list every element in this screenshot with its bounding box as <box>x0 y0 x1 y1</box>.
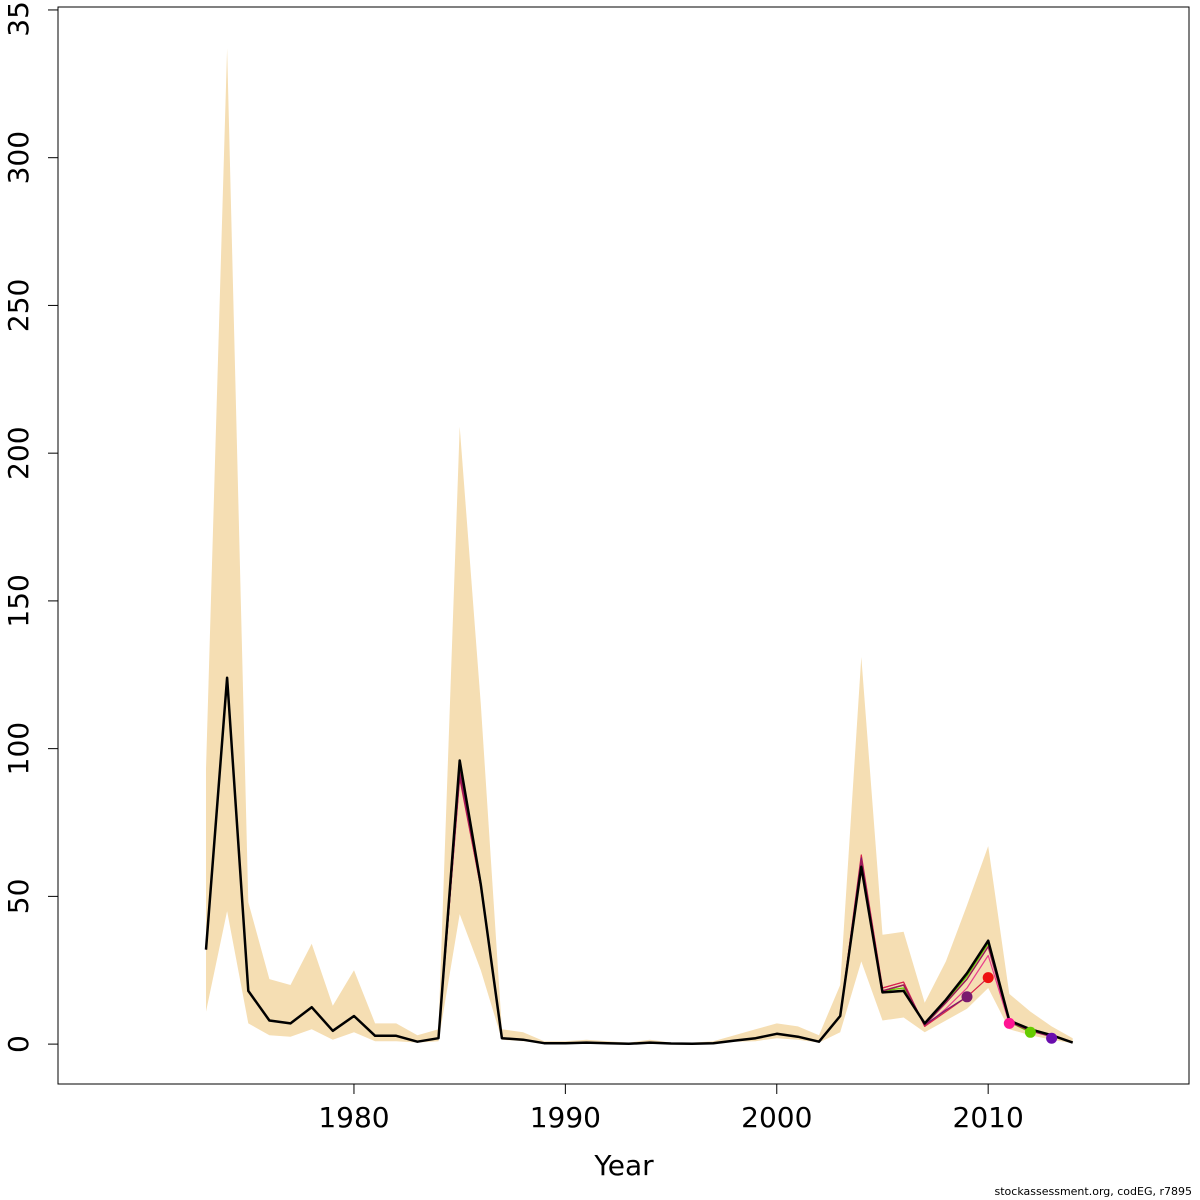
y-tick-label-300: 300 <box>2 131 35 184</box>
y-tick-label-350: 350 <box>2 0 35 37</box>
terminal-point-5 <box>1046 1032 1058 1044</box>
y-tick-label-100: 100 <box>2 722 35 775</box>
terminal-point-2 <box>982 972 994 984</box>
x-tick-label-1990: 1990 <box>530 1101 601 1134</box>
y-tick-label-150: 150 <box>2 574 35 627</box>
plot-frame <box>57 6 1190 1085</box>
x-axis-title: Year <box>593 1149 654 1182</box>
terminal-point-1 <box>961 991 973 1003</box>
credit-text: stockassessment.org, codEG, r7895 <box>994 1185 1192 1198</box>
y-axis: 0 50 100 150 200 250 300 350 <box>2 0 58 1053</box>
series-layer <box>204 676 1074 1046</box>
y-tick-label-200: 200 <box>2 426 35 479</box>
y-tick-label-250: 250 <box>2 279 35 332</box>
series-line-1 <box>204 676 1074 1046</box>
terminal-point-4 <box>1024 1026 1036 1038</box>
confidence-band <box>206 48 1073 1044</box>
y-tick-label-50: 50 <box>2 879 35 915</box>
terminal-point-3 <box>1003 1017 1015 1029</box>
x-tick-label-2010: 2010 <box>953 1101 1024 1134</box>
x-tick-label-2000: 2000 <box>741 1101 812 1134</box>
x-axis: 1980 1990 2000 2010 <box>318 1084 1024 1134</box>
confidence-band-layer <box>206 48 1073 1044</box>
x-tick-label-1980: 1980 <box>318 1101 389 1134</box>
y-tick-label-0: 0 <box>2 1035 35 1053</box>
points-layer <box>961 972 1058 1044</box>
series-line-2 <box>205 676 1052 1045</box>
